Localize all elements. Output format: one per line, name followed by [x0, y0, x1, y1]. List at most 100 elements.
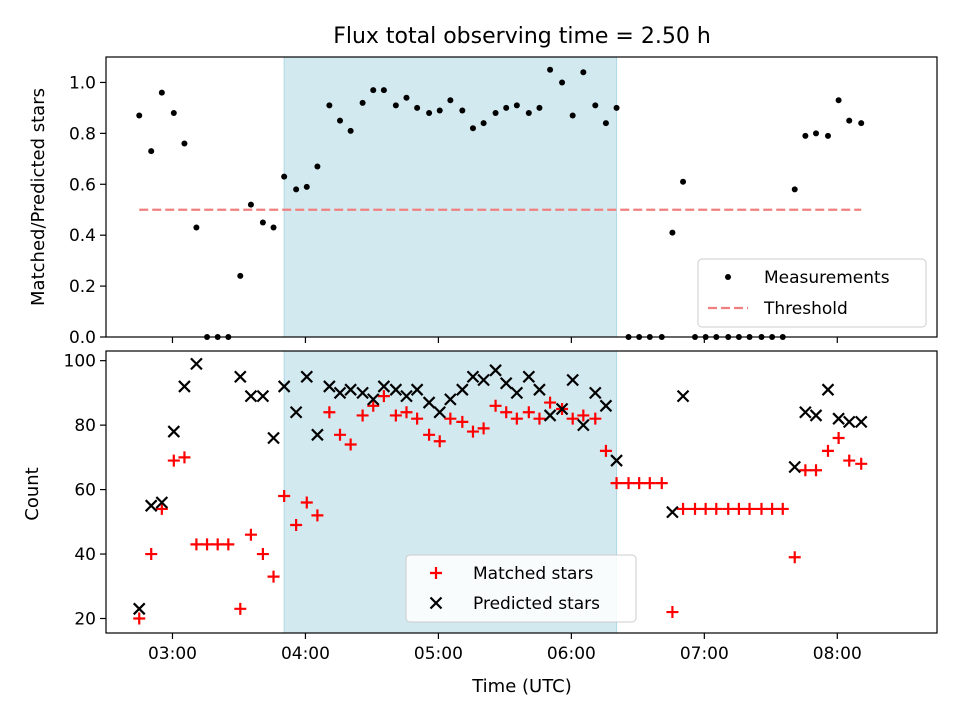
matched-star-marker: [356, 409, 369, 422]
predicted-star-marker: [400, 389, 413, 403]
predicted-star-marker: [566, 373, 579, 387]
matched-star-marker: [222, 538, 235, 551]
matched-star-marker: [743, 502, 756, 515]
measurement-point: [569, 112, 576, 119]
y-tick-label: 0.0: [69, 328, 96, 348]
measurement-point: [326, 102, 333, 109]
measurement-point: [359, 99, 366, 106]
measurement-point: [592, 102, 599, 109]
matched-star-marker: [710, 502, 723, 515]
matched-star-marker: [732, 502, 745, 515]
measurement-point: [680, 178, 687, 185]
measurement-point: [791, 186, 798, 193]
measurement-point: [492, 110, 499, 116]
matched-star-marker: [699, 502, 712, 515]
measurement-point: [447, 97, 454, 104]
matched-star-marker: [234, 602, 247, 615]
predicted-star-marker: [289, 405, 303, 419]
measurement-point: [846, 117, 853, 124]
predicted-star-marker: [190, 357, 203, 371]
predicted-star-marker: [599, 399, 613, 413]
measurement-point: [259, 219, 266, 226]
matched-star-marker: [722, 502, 735, 515]
legend-measurements-marker: [725, 274, 731, 280]
predicted-star-marker: [155, 496, 169, 509]
predicted-star-marker: [256, 389, 270, 403]
matched-star-marker: [344, 438, 357, 451]
flux-ratio-plot: 0.0 0.2 0.4 0.6 0.8 1.0 Measurements Threshold: [69, 56, 938, 348]
legend-box: [405, 554, 637, 623]
measurement-point: [247, 201, 254, 208]
y-tick-label: 1.0: [69, 73, 96, 93]
measurement-point: [170, 110, 177, 116]
predicted-star-marker: [832, 412, 845, 425]
measurement-point: [824, 132, 831, 139]
measurement-point: [469, 125, 476, 132]
predicted-star-marker: [311, 428, 324, 442]
matched-star-marker: [566, 412, 579, 425]
matched-star-marker: [323, 406, 336, 419]
predicted-star-marker: [132, 602, 146, 616]
measurement-point: [148, 148, 155, 155]
matched-star-marker: [810, 464, 823, 477]
matched-star-marker: [788, 551, 801, 564]
matched-star-marker: [522, 406, 535, 419]
predicted-star-marker: [344, 383, 357, 396]
matched-star-marker: [776, 502, 789, 515]
predicted-star-marker: [300, 370, 314, 384]
measurement-point: [314, 163, 321, 170]
measurement-point: [380, 87, 387, 94]
matched-star-marker: [411, 412, 424, 425]
predicted-star-marker: [366, 393, 380, 406]
measurement-point: [403, 94, 410, 101]
measurement-point: [480, 120, 487, 127]
matched-star-marker: [433, 435, 446, 448]
legend-measurements-label: Measurements: [764, 268, 890, 288]
measurement-point: [835, 97, 842, 104]
predicted-star-marker: [244, 389, 258, 403]
matched-star-marker: [510, 412, 523, 425]
measurement-point: [613, 104, 620, 111]
y-tick-label: 20: [74, 609, 96, 629]
predicted-star-marker: [589, 386, 602, 400]
legend-matched-marker: [430, 567, 442, 579]
matched-star-marker: [256, 548, 269, 561]
matched-star-marker: [377, 390, 390, 403]
matched-star-marker: [489, 399, 502, 412]
matched-star-marker: [300, 496, 313, 509]
measurement-point: [459, 107, 466, 114]
matched-star-marker: [544, 396, 557, 409]
x-tick-label: 08:00: [813, 644, 862, 664]
measurement-point: [237, 272, 244, 279]
measurement-point: [181, 140, 188, 147]
chart-title: Flux total observing time = 2.50 h: [333, 24, 711, 49]
measurement-point: [536, 104, 543, 111]
measurement-point: [436, 107, 443, 114]
matched-star-marker: [133, 612, 146, 625]
matched-star-marker: [599, 444, 612, 457]
matched-star-marker: [821, 444, 834, 457]
y-tick-label: 40: [74, 545, 96, 565]
predicted-star-marker: [543, 409, 557, 422]
predicted-star-marker: [234, 370, 247, 384]
matched-star-marker: [666, 606, 679, 619]
matched-star-marker: [178, 451, 191, 464]
matched-star-marker: [334, 428, 347, 441]
bottom-axes-frame: [105, 350, 938, 634]
x-tick-label: 04:00: [281, 644, 330, 664]
predicted-star-marker: [854, 415, 868, 429]
predicted-star-marker: [577, 418, 590, 432]
matched-star-marker: [267, 570, 280, 583]
predicted-star-marker: [610, 454, 623, 467]
matched-star-marker: [677, 502, 690, 515]
measurement-point: [337, 117, 344, 124]
legend-predicted-marker: [429, 596, 443, 610]
matched-star-marker: [533, 412, 546, 425]
predicted-star-marker: [821, 383, 835, 396]
predicted-star-marker: [788, 460, 802, 474]
predicted-star-marker: [499, 376, 513, 390]
matched-star-marker: [367, 399, 380, 412]
matched-star-marker: [389, 409, 402, 422]
legend-matched-label: Matched stars: [473, 564, 593, 584]
